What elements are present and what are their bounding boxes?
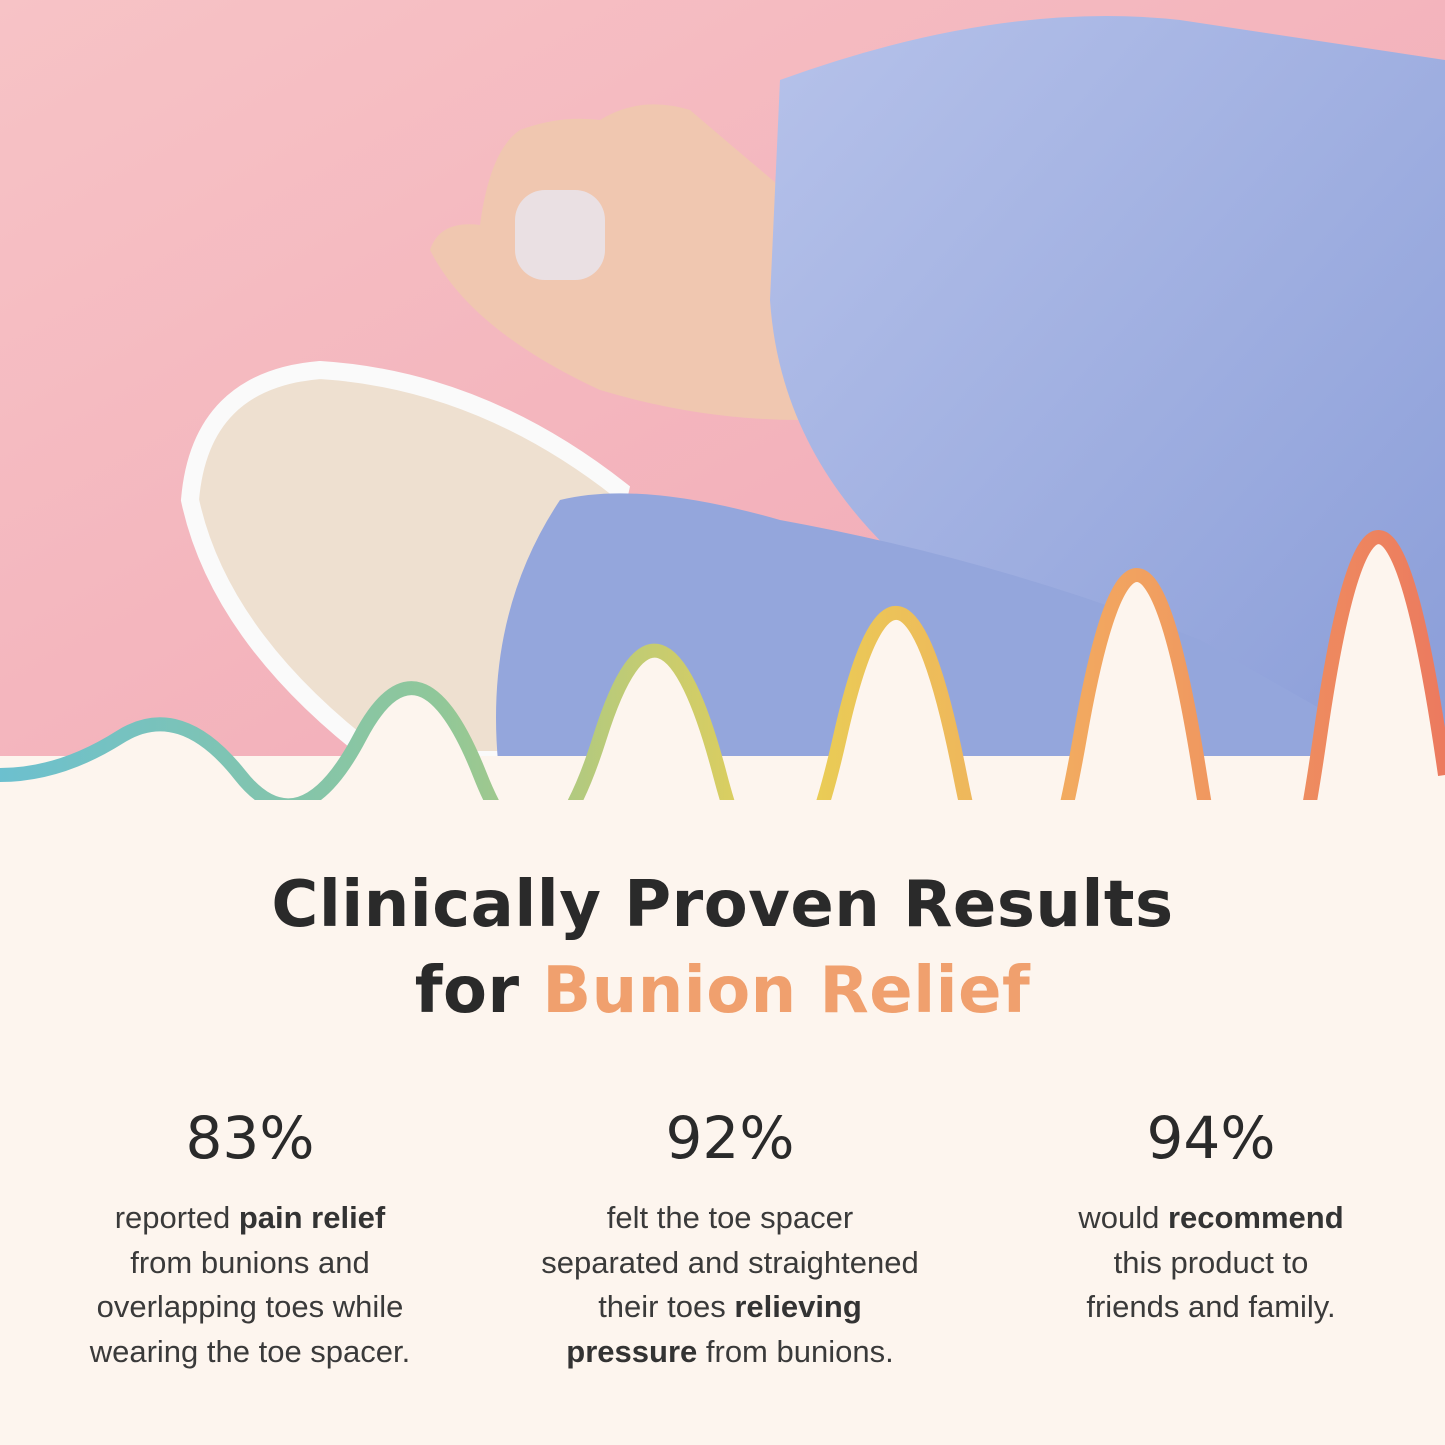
text-fragment: reported [114, 1200, 239, 1235]
description-line: would recommend [971, 1196, 1445, 1241]
stat-value: 83% [185, 1104, 315, 1172]
text-fragment: separated and straightened [541, 1244, 919, 1280]
headline-line-1: Clinically Proven Results [271, 868, 1174, 942]
headline-accent: Bunion Relief [542, 954, 1031, 1028]
text-fragment: their toes [598, 1289, 735, 1324]
headline-prefix: for [414, 954, 543, 1028]
bold-phrase: pressure [566, 1333, 698, 1369]
description-line: separated and straightened [490, 1241, 970, 1286]
stat-description: felt the toe spacer separated and straigh… [490, 1196, 970, 1374]
stat-description: would recommend this product to friends an… [971, 1196, 1445, 1330]
trouser-lower [496, 493, 1445, 780]
headline-line-2: for Bunion Relief [0, 948, 1445, 1034]
trouser-upper [770, 16, 1445, 770]
stat-pain-relief: 83% reported pain relief from bunions and… [10, 1100, 490, 1374]
stat-value: 92% [665, 1104, 795, 1172]
text-fragment: overlapping toes while [96, 1289, 404, 1324]
description-line: friends and family. [971, 1285, 1445, 1330]
description-line: wearing the toe spacer. [10, 1330, 490, 1375]
description-line: this product to [971, 1241, 1445, 1286]
description-line: felt the toe spacer [490, 1196, 970, 1241]
bare-foot [430, 104, 820, 420]
bold-phrase: relieving [734, 1289, 862, 1324]
bold-phrase: recommend [1167, 1200, 1344, 1235]
description-line: reported pain relief [10, 1196, 490, 1241]
text-fragment: from bunions and [130, 1244, 370, 1280]
text-fragment: from bunions. [697, 1333, 894, 1369]
description-line: from bunions and [10, 1241, 490, 1286]
description-line: overlapping toes while [10, 1285, 490, 1330]
bold-phrase: pain relief [238, 1200, 386, 1235]
hero-photo [0, 0, 1445, 800]
description-line: their toes relieving [490, 1285, 970, 1330]
text-fragment: friends and family. [1086, 1289, 1336, 1324]
stat-toe-straightening: 92% felt the toe spacer separated and str… [490, 1100, 970, 1374]
toe-spacer [515, 190, 605, 280]
text-fragment: would [1078, 1200, 1168, 1235]
text-fragment: wearing the toe spacer. [89, 1333, 411, 1369]
stat-value: 94% [1146, 1104, 1276, 1172]
headline: Clinically Proven Results for Bunion Rel… [0, 862, 1445, 1034]
description-line: pressure from bunions. [490, 1330, 970, 1375]
text-fragment: this product to [1113, 1244, 1309, 1280]
stat-recommend: 94% would recommend this product to friend… [971, 1100, 1445, 1330]
text-fragment: felt the toe spacer [606, 1200, 854, 1235]
stat-description: reported pain relief from bunions and over… [10, 1196, 490, 1374]
